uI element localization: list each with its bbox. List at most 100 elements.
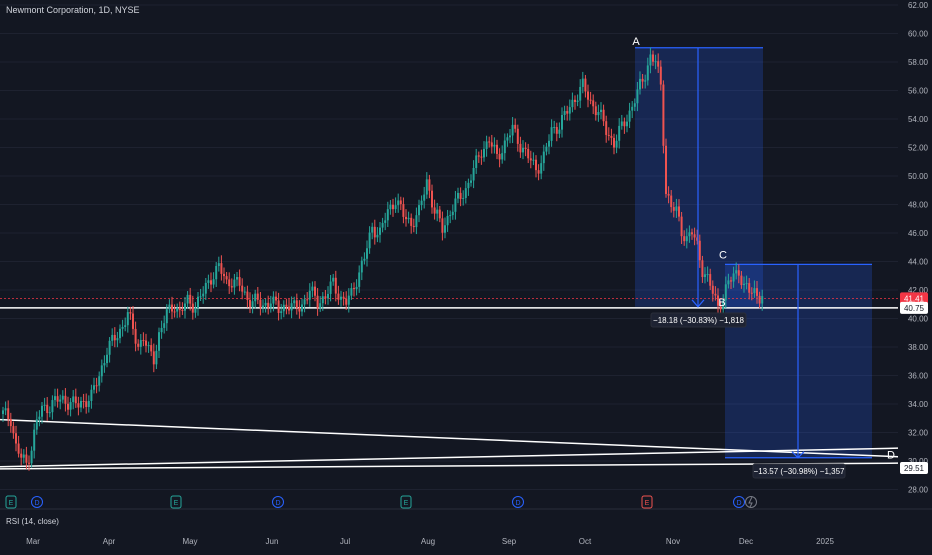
candle-body (470, 180, 472, 183)
candle-body (431, 190, 433, 208)
x-axis[interactable]: Mar Apr May Jun Jul Aug Sep Oct Nov Dec 2025 (26, 537, 834, 546)
candle-body (397, 200, 400, 206)
flash-glyph-icon (748, 496, 753, 508)
candle-body (108, 340, 111, 355)
measure-info-text: −13.57 (−30.98%) −1,357 (754, 467, 846, 476)
x-tick-label: Jul (340, 537, 350, 546)
candle-body (737, 270, 740, 276)
candle-body (509, 135, 511, 138)
event-marker-label: E (645, 500, 650, 507)
candle-body (111, 334, 114, 341)
trend-lines (0, 418, 899, 470)
candle-body (350, 288, 353, 296)
candle-body (735, 270, 738, 274)
candle-body (701, 260, 704, 278)
candle-body (241, 285, 244, 292)
candle-body (303, 299, 306, 305)
candle-body (59, 399, 62, 402)
x-tick-label: Aug (421, 537, 435, 546)
dividend-marker-icon (31, 496, 43, 508)
candle-body (199, 296, 202, 298)
candle-body (589, 99, 592, 101)
candle-body (95, 385, 98, 387)
candle-body (28, 462, 30, 464)
y-tick-label: 28.00 (908, 486, 929, 495)
dividend-marker-icon (733, 496, 745, 508)
candle-body (758, 295, 761, 304)
annotation-labels: A B C D −18.18 (−30.83%) −1,818 −13.57 (−30.9… (632, 36, 895, 479)
candle-body (173, 311, 176, 313)
candle-body (25, 454, 28, 463)
measure-arrowhead (791, 451, 805, 459)
candle-body (189, 294, 192, 304)
candle-body (563, 111, 566, 116)
candle-body (420, 200, 423, 206)
candle-body (607, 134, 610, 136)
candle-body (657, 61, 660, 67)
candle-body (568, 107, 571, 114)
candle-body (532, 159, 535, 161)
candle-body (574, 99, 576, 102)
candle-body (748, 283, 751, 293)
candle-body (389, 204, 392, 210)
measure-info-box (650, 312, 747, 328)
candle-body (12, 426, 15, 434)
candle-body (230, 286, 233, 288)
candle-body (150, 345, 153, 352)
candle-body (485, 141, 488, 149)
candle-body (360, 260, 363, 273)
candle-body (337, 293, 340, 300)
candle-body (405, 216, 407, 220)
rsi-pane-label[interactable]: RSI (14, close) (6, 517, 59, 526)
candle-body (555, 127, 558, 134)
candle-body (394, 205, 397, 210)
candle-body (67, 403, 69, 410)
candle-body (483, 148, 485, 158)
candle-body (54, 396, 56, 401)
x-tick-label: Mar (26, 537, 40, 546)
candle-body (441, 218, 444, 233)
y-axis[interactable]: 28.00 30.00 32.00 34.00 36.00 38.00 40.00 42.00… (900, 1, 929, 495)
candle-body (480, 156, 483, 158)
candle-body (254, 293, 257, 302)
y-tick-label: 34.00 (908, 400, 929, 409)
event-marker-label: E (404, 500, 409, 507)
candle-body (519, 143, 522, 153)
candle-body (561, 115, 563, 130)
price-label-box (900, 461, 928, 474)
candle-body (683, 236, 686, 242)
candle-body (269, 303, 272, 308)
candle-body (636, 89, 639, 104)
candle-body (134, 328, 137, 344)
candle-body (249, 299, 251, 308)
candle-body (597, 112, 600, 116)
candle-body (64, 395, 67, 404)
candle-body (106, 354, 108, 364)
y-tick-label: 52.00 (908, 144, 929, 153)
candle-body (4, 408, 7, 411)
candle-body (605, 121, 608, 135)
candle-body (314, 286, 316, 296)
candle-body (761, 296, 764, 304)
candle-body (558, 129, 561, 134)
candle-body (207, 280, 210, 283)
candle-body (191, 303, 194, 313)
y-tick-label: 48.00 (908, 201, 929, 210)
candle-body (376, 234, 379, 238)
measure-info-box (752, 463, 846, 479)
candle-body (262, 305, 264, 308)
y-tick-label: 30.00 (908, 457, 929, 466)
candle-body (654, 61, 657, 63)
candle-body (540, 163, 543, 174)
price-label-text: 29.51 (904, 464, 925, 473)
candle-body (2, 410, 4, 414)
candle-body (688, 232, 691, 237)
candle-body (215, 266, 218, 280)
candle-body (618, 125, 621, 141)
candle-body (571, 99, 574, 108)
candle-body (727, 280, 730, 285)
candle-body (675, 206, 678, 211)
candle-body (220, 263, 223, 274)
